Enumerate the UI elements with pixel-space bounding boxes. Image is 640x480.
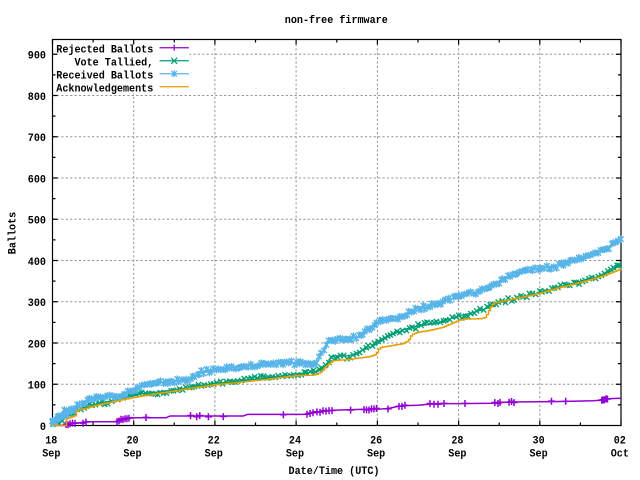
svg-text:Vote Tallied,: Vote Tallied, — [75, 57, 154, 69]
svg-text:Sep: Sep — [286, 449, 305, 461]
svg-text:Received Ballots: Received Ballots — [56, 70, 153, 82]
svg-text:22: 22 — [208, 436, 220, 448]
svg-text:Sep: Sep — [529, 449, 548, 461]
svg-text:Rejected Ballots: Rejected Ballots — [56, 44, 153, 56]
svg-text:900: 900 — [28, 51, 46, 63]
svg-text:100: 100 — [28, 381, 46, 393]
svg-text:Sep: Sep — [367, 449, 386, 461]
svg-text:Date/Time (UTC): Date/Time (UTC) — [289, 466, 380, 478]
svg-text:Sep: Sep — [42, 449, 61, 461]
svg-text:700: 700 — [28, 133, 46, 145]
svg-text:non-free firmware: non-free firmware — [285, 15, 388, 27]
svg-text:20: 20 — [126, 436, 138, 448]
svg-text:Sep: Sep — [448, 449, 467, 461]
svg-text:18: 18 — [45, 436, 57, 448]
svg-text:28: 28 — [451, 436, 463, 448]
svg-text:30: 30 — [533, 436, 545, 448]
svg-text:Sep: Sep — [205, 449, 224, 461]
svg-text:Sep: Sep — [123, 449, 142, 461]
svg-text:0: 0 — [40, 422, 46, 434]
svg-text:02: 02 — [614, 436, 626, 448]
svg-text:24: 24 — [289, 436, 301, 448]
svg-text:600: 600 — [28, 174, 46, 186]
svg-text:Oct: Oct — [611, 449, 629, 461]
svg-text:Ballots: Ballots — [8, 212, 20, 254]
svg-text:300: 300 — [28, 298, 46, 310]
svg-text:500: 500 — [28, 216, 46, 228]
svg-text:200: 200 — [28, 339, 46, 351]
svg-text:400: 400 — [28, 257, 46, 269]
svg-text:26: 26 — [370, 436, 382, 448]
svg-text:800: 800 — [28, 92, 46, 104]
svg-text:Acknowledgements: Acknowledgements — [56, 83, 153, 95]
